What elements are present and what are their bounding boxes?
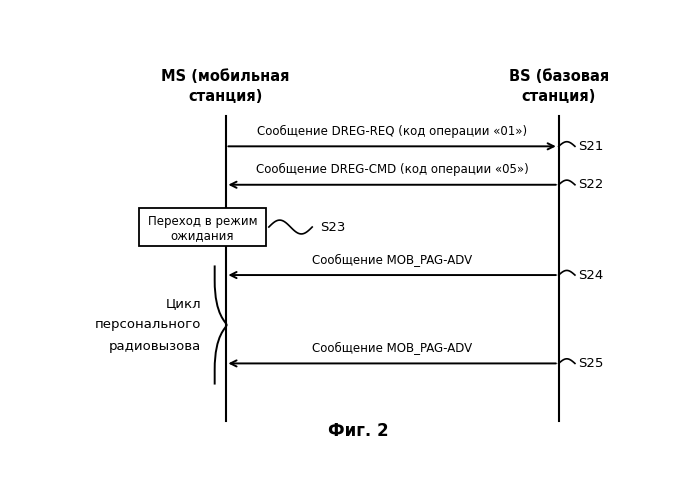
Text: S24: S24 [577, 268, 603, 281]
Text: станция): станция) [188, 89, 263, 104]
Text: Сообщение DREG-CMD (код операции «05»): Сообщение DREG-CMD (код операции «05») [256, 163, 528, 176]
Text: станция): станция) [521, 89, 596, 104]
Text: Сообщение DREG-REQ (код операции «01»): Сообщение DREG-REQ (код операции «01») [257, 125, 527, 138]
Text: S23: S23 [320, 221, 346, 234]
Text: Переход в режим: Переход в режим [147, 215, 257, 228]
Text: радиовызова: радиовызова [109, 340, 201, 353]
FancyBboxPatch shape [139, 208, 266, 246]
Text: Сообщение MOB_PAG-ADV: Сообщение MOB_PAG-ADV [312, 253, 472, 266]
Text: ожидания: ожидания [171, 229, 234, 242]
Text: MS (мобильная: MS (мобильная [161, 69, 290, 84]
Text: персонального: персонального [95, 318, 201, 331]
Text: Цикл: Цикл [166, 297, 201, 310]
Text: Сообщение MOB_PAG-ADV: Сообщение MOB_PAG-ADV [312, 342, 472, 355]
Text: Фиг. 2: Фиг. 2 [328, 422, 389, 440]
Text: BS (базовая: BS (базовая [509, 69, 609, 84]
Text: S21: S21 [577, 140, 603, 153]
Text: S25: S25 [577, 357, 603, 370]
Text: S22: S22 [577, 178, 603, 191]
